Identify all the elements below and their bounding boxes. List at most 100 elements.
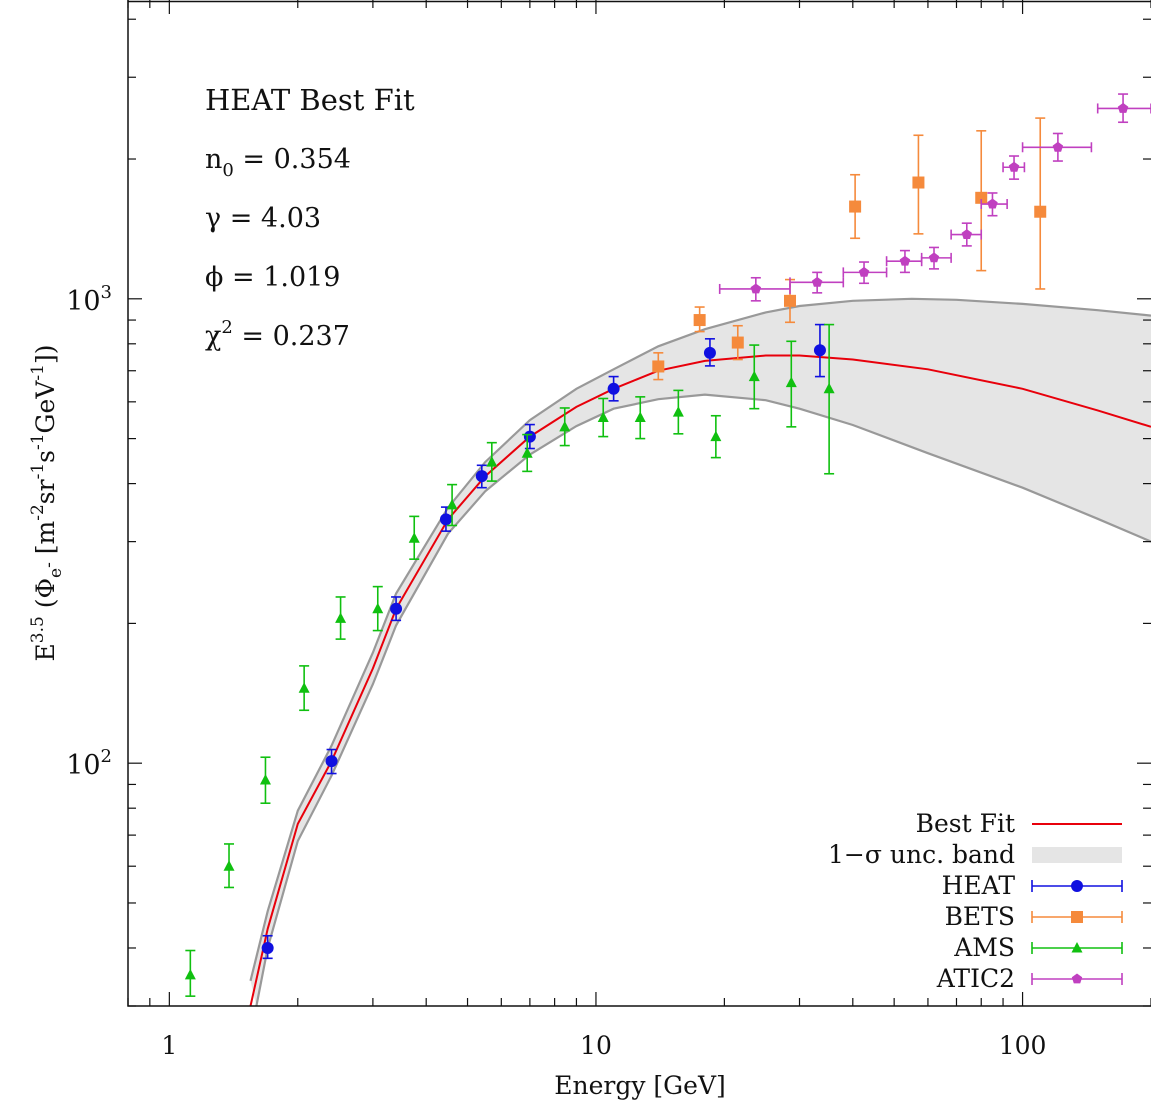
legend-label: AMS [953, 933, 1015, 962]
legend-item-0: Best Fit [916, 809, 1122, 838]
marker [710, 430, 722, 442]
marker [849, 200, 862, 213]
series-atic2 [718, 93, 1151, 302]
marker [928, 252, 940, 263]
marker [813, 344, 826, 357]
x-axis-label: Energy [GeV] [554, 1071, 726, 1100]
marker [912, 176, 925, 189]
best-fit-curve [249, 354, 1151, 1006]
x-tick-label-2: 100 [999, 1031, 1047, 1060]
point-atic2-5 [950, 222, 983, 247]
point-ams-8 [486, 441, 498, 482]
point-heat-0 [261, 934, 274, 960]
point-bets-2 [731, 324, 744, 361]
marker [1052, 141, 1064, 152]
y-axis-label: E3.5 (Φe- [m-2sr-1s-1GeV-1]) [28, 345, 66, 662]
marker [731, 336, 744, 349]
best-fit-line [249, 354, 1151, 1006]
fit-param-2: ϕ = 1.019 [205, 262, 341, 293]
point-bets-7 [1034, 117, 1047, 290]
point-ams-14 [710, 414, 722, 459]
marker [408, 532, 420, 543]
fit-param-3: χ2 = 0.237 [205, 317, 350, 352]
marker [823, 382, 835, 394]
legend-label: HEAT [942, 871, 1016, 900]
point-ams-17 [823, 323, 835, 475]
legend-item-3: BETS [945, 902, 1123, 931]
marker [672, 406, 684, 417]
y-tick-label-0: 102 [66, 746, 112, 781]
point-ams-5 [372, 585, 384, 632]
point-heat-7 [703, 338, 716, 367]
marker [261, 941, 274, 954]
point-ams-7 [446, 483, 458, 527]
marker [961, 229, 972, 239]
point-atic2-1 [789, 271, 845, 294]
point-atic2-6 [980, 192, 1008, 217]
point-atic2-7 [1002, 155, 1026, 180]
point-heat-1 [325, 748, 338, 775]
point-atic2-3 [885, 249, 923, 274]
marker [325, 755, 338, 768]
y-tick-label-1: 103 [66, 282, 112, 317]
fit-parameters: n0 = 0.354 γ = 4.03 ϕ = 1.019 χ2 = 0.237 [205, 144, 351, 352]
point-ams-2 [259, 756, 271, 805]
point-atic2-0 [718, 276, 791, 302]
point-ams-1 [223, 843, 235, 889]
y-axis-label-text: E3.5 (Φe- [m-2sr-1s-1GeV-1]) [28, 345, 66, 662]
point-heat-2 [390, 596, 403, 622]
marker [486, 456, 498, 467]
marker [693, 314, 706, 327]
marker [634, 411, 646, 423]
data-series [184, 93, 1151, 997]
marker [784, 294, 797, 307]
point-ams-9 [521, 433, 533, 473]
marker [1008, 161, 1020, 172]
marker [335, 612, 347, 623]
legend-label: BETS [945, 902, 1015, 931]
axes: 1 10 100 102 103 [66, 0, 1151, 1060]
marker [899, 255, 911, 266]
marker [785, 376, 797, 388]
point-ams-11 [597, 397, 609, 438]
marker [439, 513, 452, 526]
point-ams-15 [748, 344, 760, 410]
marker [184, 968, 196, 980]
legend-label: ATIC2 [936, 964, 1015, 993]
marker [521, 447, 533, 458]
uncertainty-band [249, 297, 1151, 1006]
legend-item-2: HEAT [942, 871, 1123, 900]
legend-marker [1071, 973, 1083, 984]
legend-item-4: AMS [953, 933, 1123, 962]
point-ams-4 [335, 596, 347, 640]
legend-label: Best Fit [916, 809, 1015, 838]
marker [987, 198, 998, 209]
marker [811, 276, 823, 287]
point-ams-3 [298, 665, 310, 712]
point-ams-16 [785, 340, 797, 428]
point-bets-1 [693, 306, 706, 333]
marker [1117, 102, 1129, 113]
annotation-box: HEAT Best Fit n0 = 0.354 γ = 4.03 ϕ = 1.01… [205, 83, 415, 352]
marker [223, 860, 235, 871]
band-lower-edge [255, 393, 1151, 1006]
point-atic2-2 [842, 261, 888, 285]
band-upper-edge [249, 297, 1151, 982]
marker [475, 470, 488, 483]
marker [559, 420, 571, 432]
series-heat [261, 323, 826, 960]
fit-param-1: γ = 4.03 [205, 203, 321, 234]
point-bets-4 [849, 173, 862, 240]
x-tick-label-1: 10 [580, 1031, 612, 1060]
marker [858, 266, 870, 277]
x-tick-label-0: 1 [161, 1031, 177, 1060]
legend-item-1: 1−σ unc. band [828, 840, 1122, 869]
series-ams [184, 323, 835, 997]
marker [748, 370, 760, 382]
marker [390, 602, 403, 615]
marker [597, 411, 609, 423]
annotation-title: HEAT Best Fit [205, 83, 415, 117]
point-atic2-4 [920, 246, 952, 270]
